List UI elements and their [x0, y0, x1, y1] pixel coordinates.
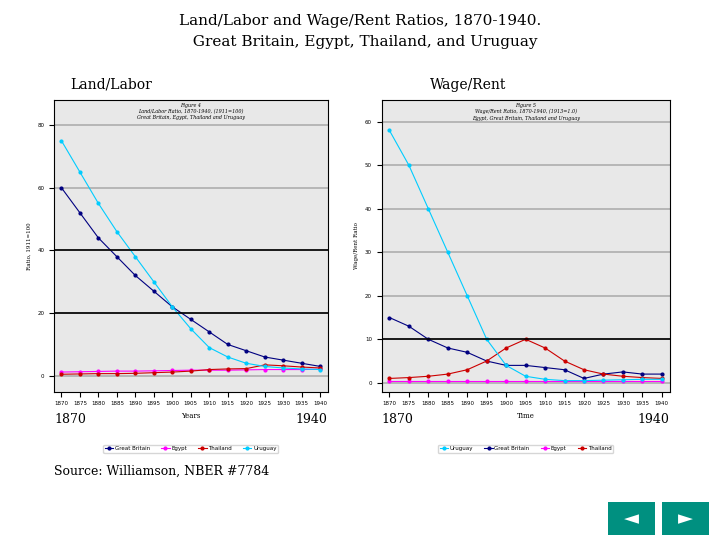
- Text: ◄: ◄: [624, 509, 639, 528]
- Text: 1870: 1870: [54, 413, 86, 426]
- Legend: Great Britain, Egypt, Thailand, Uruguay: Great Britain, Egypt, Thailand, Uruguay: [104, 444, 278, 453]
- Text: Land/Labor and Wage/Rent Ratios, 1870-1940.: Land/Labor and Wage/Rent Ratios, 1870-19…: [179, 14, 541, 28]
- Text: ►: ►: [678, 509, 693, 528]
- Text: Figure 4
Land/Labor Ratio, 1870-1940, (1911=100)
Great Britain, Egypt, Thailand : Figure 4 Land/Labor Ratio, 1870-1940, (1…: [137, 103, 245, 120]
- Y-axis label: Ratio, 1911=100: Ratio, 1911=100: [27, 222, 32, 269]
- Y-axis label: Wage/Rent Ratio: Wage/Rent Ratio: [354, 222, 359, 269]
- Text: Figure 5
Wage/Rent Ratio, 1870-1940, (1913=1.0)
Egypt, Great Britain, Thailand a: Figure 5 Wage/Rent Ratio, 1870-1940, (19…: [472, 103, 580, 120]
- Legend: Uruguay, Great Britain, Egypt, Thailand: Uruguay, Great Britain, Egypt, Thailand: [438, 444, 613, 453]
- Text: Land/Labor: Land/Labor: [71, 78, 153, 92]
- Text: 1940: 1940: [296, 413, 328, 426]
- Text: Wage/Rent: Wage/Rent: [430, 78, 506, 92]
- Text: Great Britain, Egypt, Thailand, and Uruguay: Great Britain, Egypt, Thailand, and Urug…: [183, 35, 537, 49]
- Text: Source: Williamson, NBER #7784: Source: Williamson, NBER #7784: [54, 465, 269, 478]
- Text: 1870: 1870: [382, 413, 413, 426]
- X-axis label: Years: Years: [181, 412, 200, 420]
- Text: 1940: 1940: [638, 413, 670, 426]
- X-axis label: Time: Time: [517, 412, 534, 420]
